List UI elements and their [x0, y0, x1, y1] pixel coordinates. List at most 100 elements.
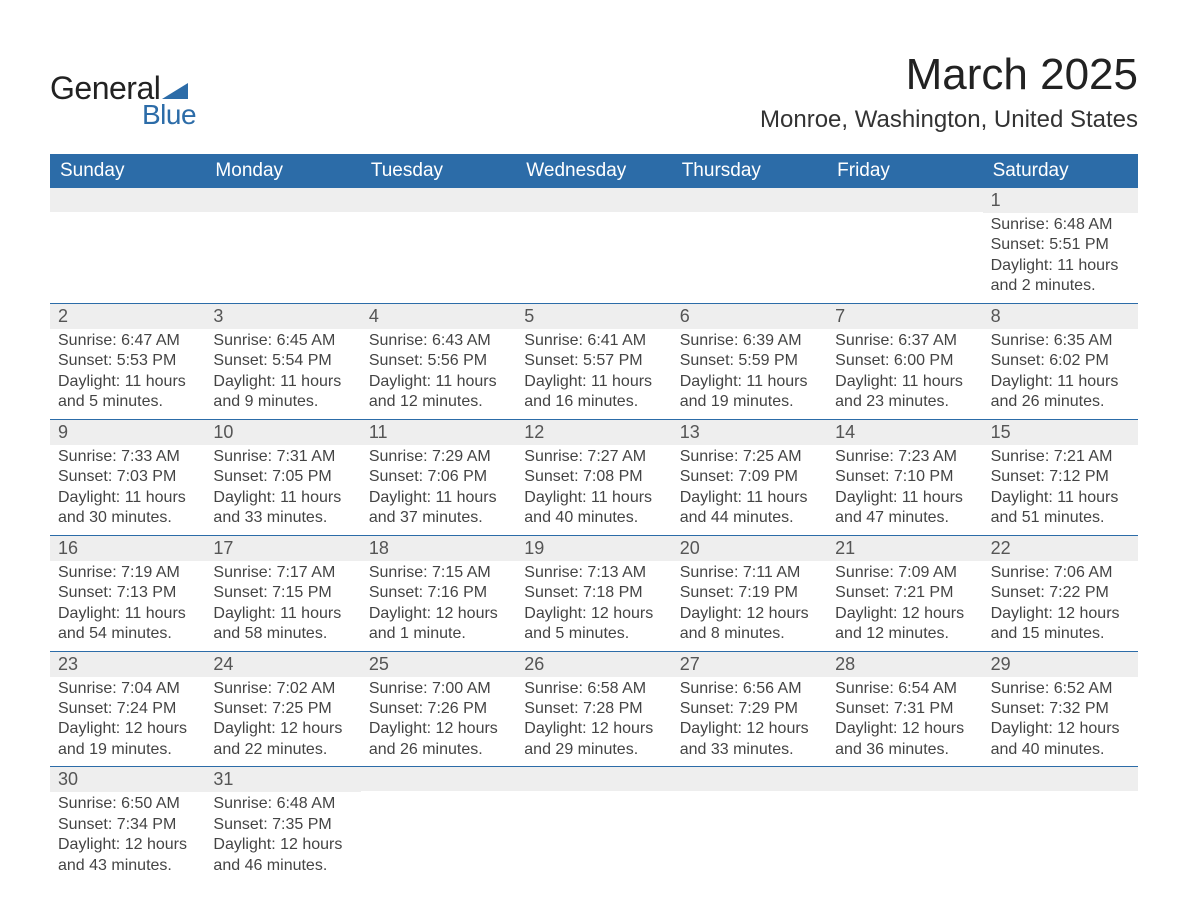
- calendar-day-number: 30: [50, 767, 205, 792]
- calendar-cell: 17Sunrise: 7:17 AMSunset: 7:15 PMDayligh…: [205, 536, 360, 651]
- sunrise-line: Sunrise: 6:39 AM: [680, 331, 819, 351]
- calendar-day-number: 13: [672, 420, 827, 445]
- calendar-week-row: 9Sunrise: 7:33 AMSunset: 7:03 PMDaylight…: [50, 420, 1138, 536]
- calendar-day-number: [827, 767, 982, 791]
- location-subtitle: Monroe, Washington, United States: [760, 106, 1138, 134]
- calendar-cell: 18Sunrise: 7:15 AMSunset: 7:16 PMDayligh…: [361, 536, 516, 651]
- calendar-cell: 12Sunrise: 7:27 AMSunset: 7:08 PMDayligh…: [516, 420, 671, 535]
- calendar-cell: 25Sunrise: 7:00 AMSunset: 7:26 PMDayligh…: [361, 652, 516, 767]
- sunrise-line: Sunrise: 7:19 AM: [58, 563, 197, 583]
- sunrise-line: Sunrise: 6:41 AM: [524, 331, 663, 351]
- sunset-line: Sunset: 7:29 PM: [680, 699, 819, 719]
- calendar-cell-empty: [361, 767, 516, 882]
- sunrise-line: Sunrise: 7:23 AM: [835, 447, 974, 467]
- sunset-line: Sunset: 7:22 PM: [991, 583, 1130, 603]
- sunset-line: Sunset: 7:08 PM: [524, 467, 663, 487]
- calendar-day-number: 5: [516, 304, 671, 329]
- daylight-line: Daylight: 11 hours and 44 minutes.: [680, 488, 819, 529]
- sunset-line: Sunset: 7:05 PM: [213, 467, 352, 487]
- calendar-cell-empty: [50, 188, 205, 303]
- sunset-line: Sunset: 7:24 PM: [58, 699, 197, 719]
- calendar-cell-body: Sunrise: 6:37 AMSunset: 6:00 PMDaylight:…: [827, 329, 982, 419]
- calendar-day-number: 4: [361, 304, 516, 329]
- daylight-line: Daylight: 11 hours and 2 minutes.: [991, 256, 1130, 297]
- calendar-cell-empty: [672, 767, 827, 882]
- daylight-line: Daylight: 11 hours and 37 minutes.: [369, 488, 508, 529]
- calendar-day-number: 18: [361, 536, 516, 561]
- calendar-day-number: 29: [983, 652, 1138, 677]
- sunrise-line: Sunrise: 7:02 AM: [213, 679, 352, 699]
- sunrise-line: Sunrise: 7:04 AM: [58, 679, 197, 699]
- calendar-cell-body: Sunrise: 6:45 AMSunset: 5:54 PMDaylight:…: [205, 329, 360, 419]
- calendar-cell-body: Sunrise: 7:17 AMSunset: 7:15 PMDaylight:…: [205, 561, 360, 651]
- sunrise-line: Sunrise: 7:17 AM: [213, 563, 352, 583]
- calendar-day-number: 27: [672, 652, 827, 677]
- calendar-cell-body: Sunrise: 6:35 AMSunset: 6:02 PMDaylight:…: [983, 329, 1138, 419]
- calendar-cell-body: Sunrise: 7:27 AMSunset: 7:08 PMDaylight:…: [516, 445, 671, 535]
- logo-blue-text: Blue: [142, 99, 196, 131]
- sunset-line: Sunset: 7:13 PM: [58, 583, 197, 603]
- page-title: March 2025: [760, 50, 1138, 100]
- calendar-cell: 21Sunrise: 7:09 AMSunset: 7:21 PMDayligh…: [827, 536, 982, 651]
- calendar-cell-body: [361, 212, 516, 220]
- sunrise-line: Sunrise: 7:31 AM: [213, 447, 352, 467]
- sunrise-line: Sunrise: 6:52 AM: [991, 679, 1130, 699]
- calendar-cell-body: Sunrise: 7:31 AMSunset: 7:05 PMDaylight:…: [205, 445, 360, 535]
- daylight-line: Daylight: 11 hours and 12 minutes.: [369, 372, 508, 413]
- calendar-cell: 10Sunrise: 7:31 AMSunset: 7:05 PMDayligh…: [205, 420, 360, 535]
- calendar-cell: 29Sunrise: 6:52 AMSunset: 7:32 PMDayligh…: [983, 652, 1138, 767]
- sunset-line: Sunset: 7:25 PM: [213, 699, 352, 719]
- sunset-line: Sunset: 7:16 PM: [369, 583, 508, 603]
- sunrise-line: Sunrise: 7:15 AM: [369, 563, 508, 583]
- calendar-day-number: 26: [516, 652, 671, 677]
- sunset-line: Sunset: 7:35 PM: [213, 815, 352, 835]
- sunrise-line: Sunrise: 6:48 AM: [991, 215, 1130, 235]
- calendar-header-cell: Tuesday: [361, 154, 516, 188]
- sunrise-line: Sunrise: 6:37 AM: [835, 331, 974, 351]
- daylight-line: Daylight: 12 hours and 36 minutes.: [835, 719, 974, 760]
- calendar-cell-body: Sunrise: 7:15 AMSunset: 7:16 PMDaylight:…: [361, 561, 516, 651]
- calendar-day-number: [516, 767, 671, 791]
- calendar-day-number: 6: [672, 304, 827, 329]
- daylight-line: Daylight: 11 hours and 30 minutes.: [58, 488, 197, 529]
- sunrise-line: Sunrise: 6:48 AM: [213, 794, 352, 814]
- calendar-cell: 6Sunrise: 6:39 AMSunset: 5:59 PMDaylight…: [672, 304, 827, 419]
- calendar-cell-body: Sunrise: 7:13 AMSunset: 7:18 PMDaylight:…: [516, 561, 671, 651]
- daylight-line: Daylight: 11 hours and 23 minutes.: [835, 372, 974, 413]
- calendar-cell: 15Sunrise: 7:21 AMSunset: 7:12 PMDayligh…: [983, 420, 1138, 535]
- calendar-day-number: 9: [50, 420, 205, 445]
- sunrise-line: Sunrise: 7:09 AM: [835, 563, 974, 583]
- calendar-cell-body: [516, 212, 671, 220]
- calendar-cell: 20Sunrise: 7:11 AMSunset: 7:19 PMDayligh…: [672, 536, 827, 651]
- calendar-day-number: 24: [205, 652, 360, 677]
- calendar: SundayMondayTuesdayWednesdayThursdayFrid…: [50, 154, 1138, 882]
- calendar-day-number: 19: [516, 536, 671, 561]
- calendar-cell-body: Sunrise: 7:33 AMSunset: 7:03 PMDaylight:…: [50, 445, 205, 535]
- calendar-day-number: 20: [672, 536, 827, 561]
- sunrise-line: Sunrise: 6:58 AM: [524, 679, 663, 699]
- sunrise-line: Sunrise: 7:29 AM: [369, 447, 508, 467]
- sunset-line: Sunset: 7:06 PM: [369, 467, 508, 487]
- calendar-day-number: [205, 188, 360, 212]
- daylight-line: Daylight: 11 hours and 19 minutes.: [680, 372, 819, 413]
- calendar-header-cell: Sunday: [50, 154, 205, 188]
- calendar-day-number: [672, 188, 827, 212]
- daylight-line: Daylight: 12 hours and 8 minutes.: [680, 604, 819, 645]
- calendar-cell: 4Sunrise: 6:43 AMSunset: 5:56 PMDaylight…: [361, 304, 516, 419]
- daylight-line: Daylight: 12 hours and 26 minutes.: [369, 719, 508, 760]
- sunset-line: Sunset: 7:26 PM: [369, 699, 508, 719]
- sunrise-line: Sunrise: 6:47 AM: [58, 331, 197, 351]
- daylight-line: Daylight: 12 hours and 40 minutes.: [991, 719, 1130, 760]
- daylight-line: Daylight: 11 hours and 9 minutes.: [213, 372, 352, 413]
- calendar-cell-body: Sunrise: 6:50 AMSunset: 7:34 PMDaylight:…: [50, 792, 205, 882]
- calendar-day-number: [983, 767, 1138, 791]
- daylight-line: Daylight: 11 hours and 58 minutes.: [213, 604, 352, 645]
- calendar-cell: 24Sunrise: 7:02 AMSunset: 7:25 PMDayligh…: [205, 652, 360, 767]
- sunrise-line: Sunrise: 7:27 AM: [524, 447, 663, 467]
- calendar-cell: 31Sunrise: 6:48 AMSunset: 7:35 PMDayligh…: [205, 767, 360, 882]
- calendar-cell-body: Sunrise: 6:56 AMSunset: 7:29 PMDaylight:…: [672, 677, 827, 767]
- sunrise-line: Sunrise: 6:35 AM: [991, 331, 1130, 351]
- calendar-day-number: [361, 767, 516, 791]
- calendar-cell-body: Sunrise: 7:19 AMSunset: 7:13 PMDaylight:…: [50, 561, 205, 651]
- sunset-line: Sunset: 7:12 PM: [991, 467, 1130, 487]
